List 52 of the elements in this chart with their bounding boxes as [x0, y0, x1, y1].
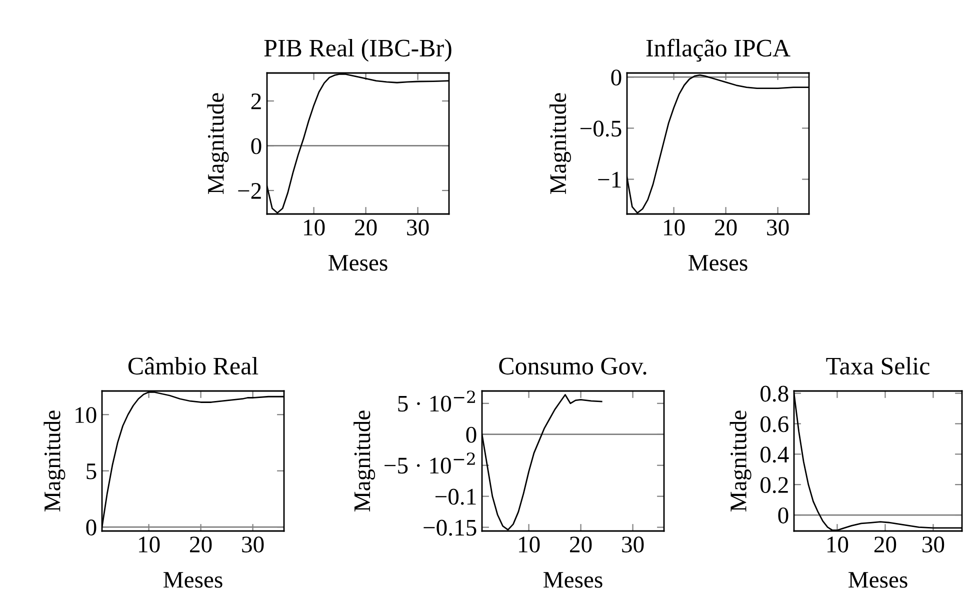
x-tick-label: 30: [407, 220, 429, 236]
x-tick-label: 10: [304, 220, 325, 236]
y-tick-label: 10: [76, 407, 96, 424]
line-series: [102, 391, 284, 528]
y-tick-label: −0.1: [435, 488, 476, 505]
y-tick-label: −2: [238, 183, 261, 199]
x-tick-label: 10: [827, 536, 848, 552]
x-tick-label: 30: [767, 220, 789, 236]
x-tick-label: 30: [922, 536, 944, 552]
chart-title: Consumo Gov.: [499, 358, 646, 375]
y-tick-label: 2: [251, 94, 261, 110]
y-tick-label: 0.2: [760, 477, 788, 494]
y-tick-label: −5 · 10$^{−2}$: [384, 452, 475, 474]
x-axis-title: Meses: [848, 572, 908, 588]
y-tick-label: 0.4: [760, 446, 789, 463]
x-axis-title: Meses: [688, 255, 748, 271]
y-tick-label: 0.6: [760, 416, 788, 432]
x-axis-title: Meses: [164, 572, 222, 588]
y-axis-title: Magnitude: [730, 410, 752, 512]
y-tick-label: 0: [86, 520, 96, 536]
x-tick-label: 20: [355, 220, 377, 236]
x-axis-title: Meses: [328, 255, 388, 271]
y-tick-label: −0.5: [580, 120, 622, 137]
y-tick-label: −0.15: [424, 520, 476, 536]
y-tick-label: −1: [598, 172, 621, 188]
x-axis-title: Meses: [544, 572, 602, 588]
y-tick-label: 0: [778, 508, 788, 524]
x-tick-label: 30: [622, 536, 644, 552]
chart-title: Inflação IPCA: [646, 38, 790, 62]
line-series: [627, 74, 809, 214]
x-tick-label: 10: [139, 536, 160, 552]
x-tick-label: 10: [519, 536, 540, 552]
chart-title: PIB Real (IBC-Br): [264, 38, 452, 62]
y-tick-label: 5: [86, 464, 96, 480]
y-axis-title: Magnitude: [550, 93, 571, 194]
x-tick-label: 20: [190, 536, 212, 552]
y-tick-label: 0: [251, 138, 262, 154]
y-axis-title: Magnitude: [44, 410, 66, 512]
y-tick-label: 0.8: [760, 386, 788, 402]
x-tick-label: 10: [664, 220, 685, 236]
y-tick-label: 0: [611, 70, 622, 86]
chart-title: Câmbio Real: [128, 356, 258, 375]
x-tick-label: 20: [874, 536, 896, 552]
y-axis-title: Magnitude: [207, 93, 229, 194]
x-tick-label: 30: [242, 536, 264, 552]
y-tick-label: 5 · 10$^{−2}$: [398, 390, 475, 412]
y-axis-title: Magnitude: [354, 410, 376, 512]
x-tick-label: 20: [570, 536, 592, 552]
chart-title: Taxa Selic: [826, 356, 930, 375]
y-tick-label: 0: [466, 426, 476, 443]
line-series: [267, 73, 449, 214]
x-tick-label: 20: [715, 220, 737, 236]
